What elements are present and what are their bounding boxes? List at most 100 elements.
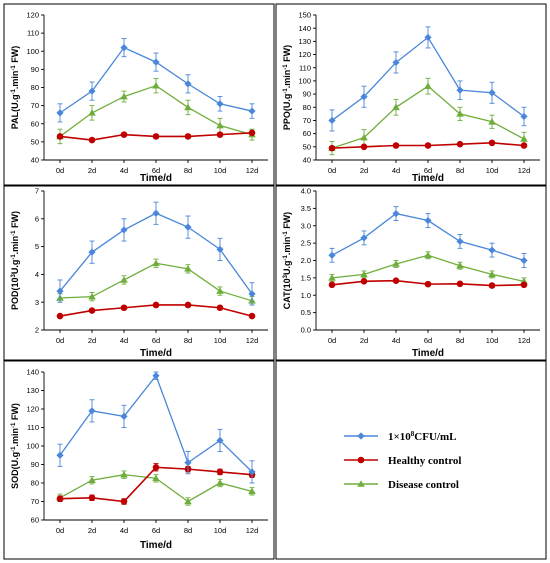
data-point	[88, 476, 96, 484]
legend-item-treatment: 1×108CFU/mL	[344, 430, 456, 443]
panel-frame-ppo	[275, 3, 547, 187]
y-tick-label: 1.5	[301, 273, 311, 282]
y-axis-title-part: POD(10	[10, 278, 20, 311]
data-point	[424, 82, 432, 89]
data-point	[360, 133, 368, 141]
data-point	[184, 459, 192, 467]
y-axis-title-part: SOD(U.g	[10, 452, 20, 489]
data-point	[424, 33, 432, 42]
data-point	[360, 278, 368, 285]
legend-marker	[357, 432, 365, 440]
y-tick-label: 100	[26, 442, 39, 451]
y-axis-title-part: .min	[282, 70, 292, 89]
y-axis-title-part: -1	[283, 64, 289, 70]
data-point	[360, 234, 368, 242]
y-tick-label: 140	[298, 24, 311, 33]
data-point	[184, 80, 192, 88]
data-point	[152, 301, 160, 309]
data-point	[216, 287, 224, 294]
x-tick-label: 4d	[392, 166, 400, 175]
data-point	[520, 142, 528, 149]
y-tick-label: 90	[31, 65, 39, 74]
data-point	[424, 251, 432, 259]
data-point	[488, 117, 496, 125]
x-axis-title: Time/d	[412, 348, 444, 359]
data-point	[184, 497, 192, 505]
data-point	[392, 142, 400, 149]
data-point	[456, 140, 464, 148]
data-point	[88, 494, 96, 502]
y-axis-title: CAT(103U.g-1.min-1 FW)	[282, 212, 292, 309]
data-point	[328, 274, 336, 281]
data-point	[216, 304, 224, 312]
y-tick-label: 120	[298, 50, 311, 59]
data-point	[120, 92, 128, 100]
series-disease-control	[328, 251, 528, 286]
chart-cat: 0.0 0.5 1.0 1.5 2.0 2.5 3.0 3.5 4.0 0d 2d 4d 6d 8d 10d…	[282, 187, 540, 359]
chart-sod: 60 70 80 90 100 110 120 130 140 0d 2d 4d 6d 8d 10d 12d T…	[10, 368, 268, 551]
y-tick-label: 50	[31, 137, 39, 146]
series-line	[59, 212, 253, 295]
y-axis-title-part: -1	[11, 422, 17, 428]
y-tick-label: 70	[31, 497, 39, 506]
y-tick-label: 70	[303, 116, 311, 125]
chart-pal: 40 50 60 70 80 90 100 110 120 0d 2d 4d 6d 8d 10d 12d Tim…	[10, 11, 268, 184]
series-line	[59, 374, 253, 473]
data-point	[488, 246, 496, 254]
data-point	[520, 135, 528, 142]
data-point	[456, 280, 464, 288]
panel-frame-pal	[3, 3, 275, 187]
data-point	[184, 301, 192, 309]
data-point	[328, 116, 336, 125]
y-tick-label: 2.0	[301, 256, 311, 265]
x-axis-title: Time/d	[140, 540, 172, 551]
data-point	[152, 81, 160, 89]
data-point	[520, 112, 528, 121]
y-tick-label: 60	[31, 119, 39, 128]
y-axis-title-part: FW)	[10, 46, 20, 66]
legend-label-part: CFU/mL	[414, 431, 456, 443]
data-point	[328, 251, 336, 259]
data-point	[216, 100, 224, 108]
y-tick-label: 40	[303, 156, 311, 165]
series-disease-control	[56, 470, 256, 506]
y-axis-title-part: 3	[11, 274, 17, 278]
y-tick-label: 100	[298, 77, 311, 86]
chart-ppo: 40 50 60 70 80 90 100 110 120 130 140 150 0d 2d 4d 6d 8d…	[282, 11, 540, 184]
data-point	[488, 282, 496, 289]
legend-label: 1×108CFU/mL	[388, 430, 456, 443]
data-point	[392, 209, 400, 218]
data-point	[120, 276, 128, 283]
x-tick-label: 8d	[456, 336, 464, 345]
series-treatment	[56, 38, 256, 123]
y-axis-title: PAL(U.g-1.min-1 FW)	[10, 46, 20, 130]
data-point	[360, 93, 368, 101]
data-point	[520, 281, 528, 289]
y-tick-label: 110	[27, 29, 39, 38]
x-tick-label: 0d	[56, 336, 64, 345]
y-tick-label: 7	[35, 187, 39, 196]
y-axis-title-part: .min	[10, 71, 20, 90]
y-axis-title-part: .min	[10, 428, 20, 447]
data-point	[152, 58, 160, 66]
data-point	[88, 407, 96, 415]
y-axis-title-part: CAT(10	[282, 278, 292, 309]
y-tick-label: 0.0	[301, 326, 311, 335]
data-point	[120, 226, 128, 234]
x-tick-label: 4d	[120, 336, 128, 345]
x-tick-label: 8d	[184, 166, 192, 175]
y-tick-label: 130	[298, 37, 311, 46]
y-tick-label: 120	[26, 405, 39, 414]
data-point	[216, 245, 224, 253]
x-tick-label: 12d	[246, 166, 259, 175]
x-tick-label: 6d	[152, 526, 160, 535]
x-tick-label: 10d	[486, 336, 499, 345]
y-tick-label: 2.5	[301, 239, 311, 248]
x-tick-label: 10d	[486, 166, 499, 175]
data-point	[56, 312, 64, 320]
data-point	[88, 248, 96, 256]
x-tick-label: 6d	[152, 166, 160, 175]
y-axis-title-part: -1	[11, 254, 17, 260]
x-tick-label: 10d	[214, 166, 227, 175]
